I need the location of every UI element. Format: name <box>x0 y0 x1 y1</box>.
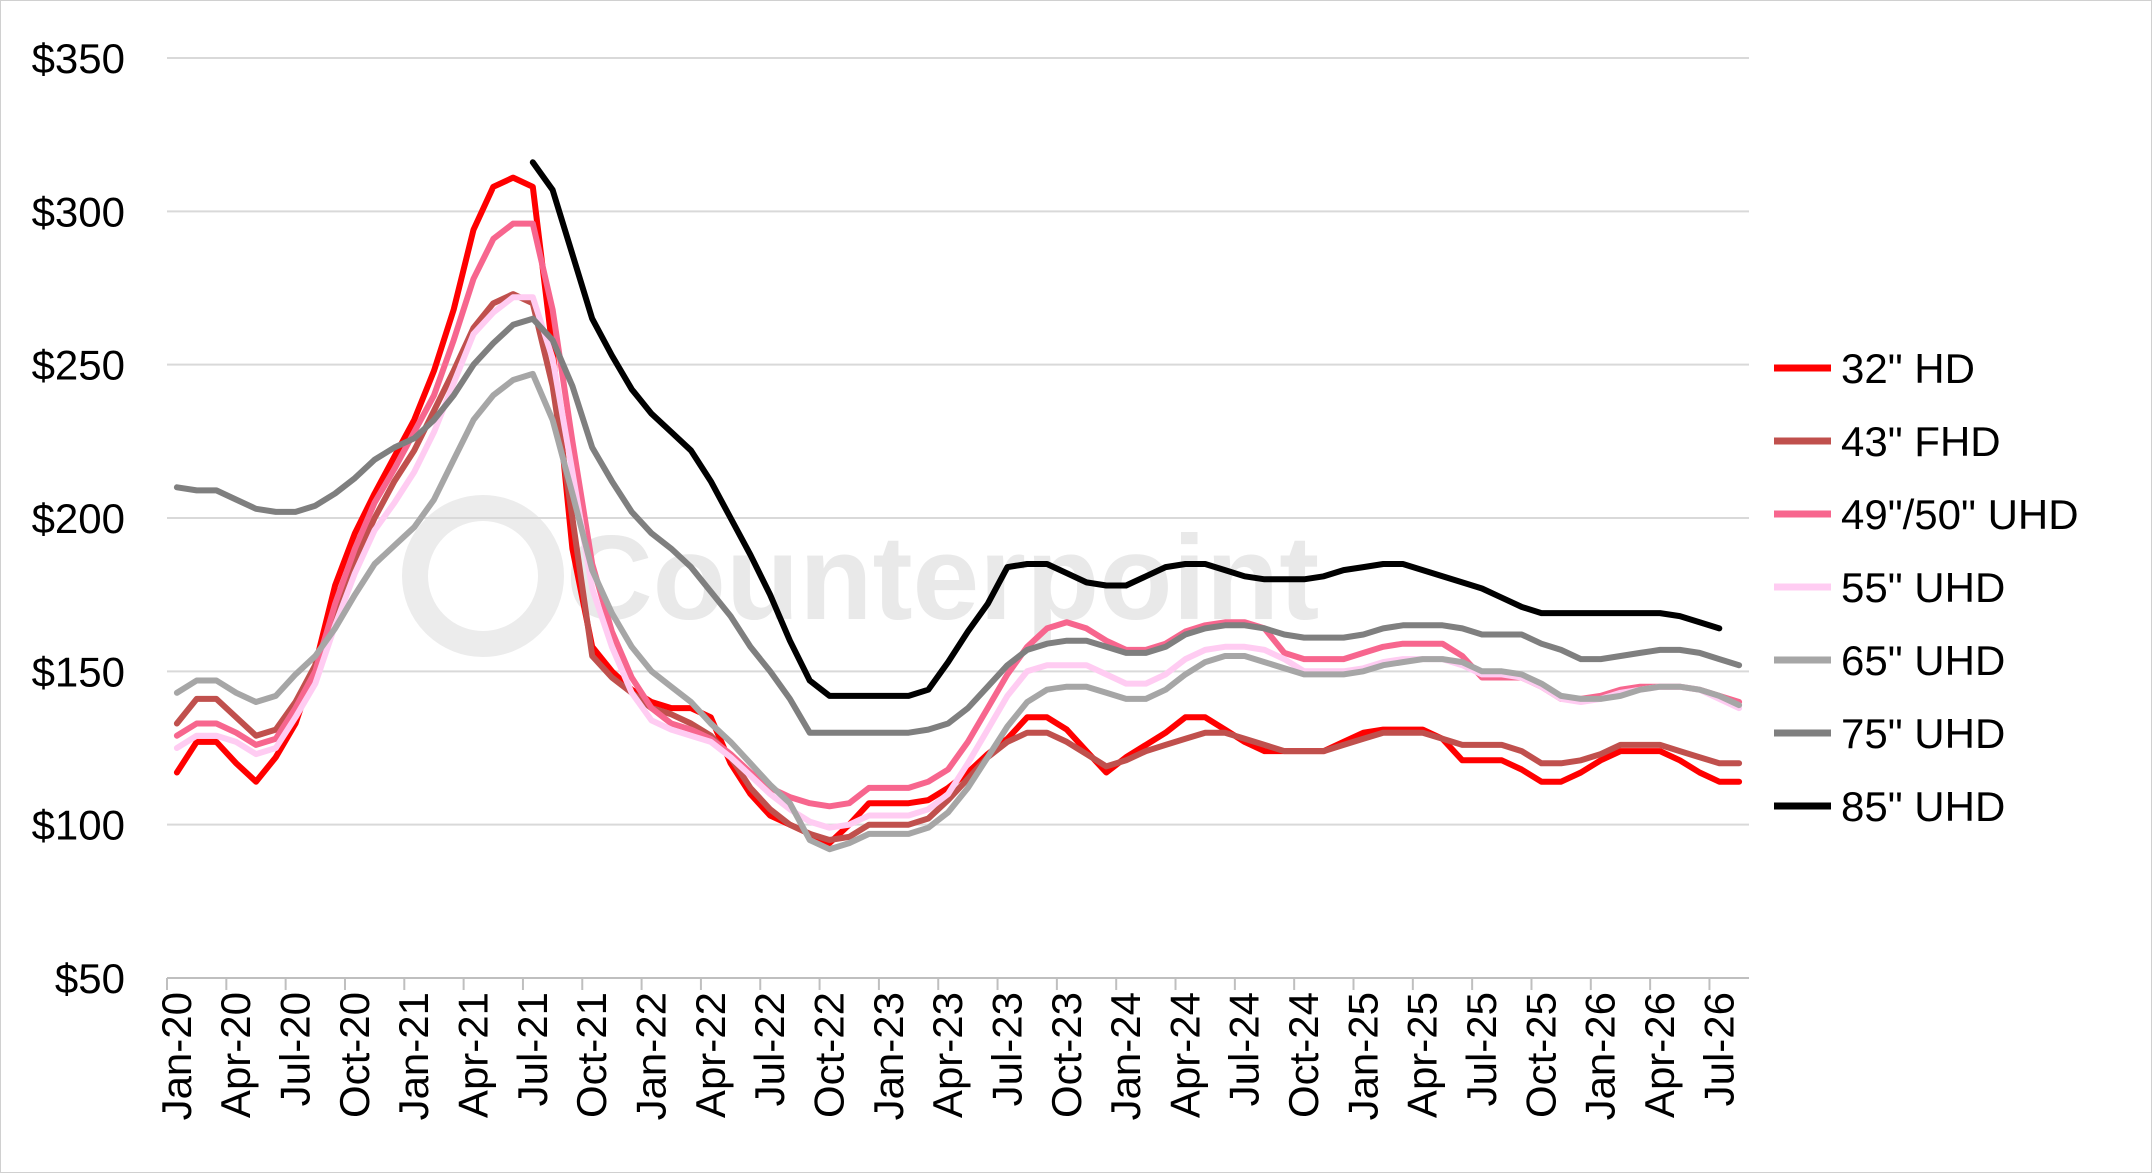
series-lines <box>173 159 1743 853</box>
x-tick-label: Jan-23 <box>865 992 912 1120</box>
x-tick-label: Oct-24 <box>1280 992 1327 1118</box>
y-tick-label: $100 <box>32 802 125 849</box>
legend-label: 55" UHD <box>1841 564 2005 611</box>
legend: 32" HD 43" FHD 49"/50" UHD 55" UHD 65" UHD 75… <box>1774 345 2079 830</box>
watermark-logo-icon <box>402 495 564 657</box>
x-tick-label: Oct-23 <box>1043 992 1090 1118</box>
x-tick-label: Jan-25 <box>1339 992 1386 1120</box>
x-tick-label: Jul-23 <box>983 992 1030 1106</box>
watermark-text: Counterpoint <box>566 511 1319 645</box>
y-tick-label: $50 <box>55 955 125 1002</box>
series-line <box>173 315 1743 736</box>
legend-label: 32" HD <box>1841 345 1975 392</box>
x-tick-label: Jan-21 <box>390 992 437 1120</box>
y-tick-label: $350 <box>32 35 125 82</box>
y-tick-label: $250 <box>32 342 125 389</box>
x-tick-label: Jan-22 <box>627 992 674 1120</box>
x-tick-label: Jul-25 <box>1458 992 1505 1106</box>
x-tick-label: Jul-24 <box>1221 992 1268 1106</box>
x-tick-label: Apr-21 <box>450 992 497 1118</box>
x-tick-label: Jul-22 <box>746 992 793 1106</box>
legend-label: 43" FHD <box>1841 418 2001 465</box>
y-tick-label: $150 <box>32 648 125 695</box>
series-line <box>173 370 1743 853</box>
legend-label: 65" UHD <box>1841 637 2005 684</box>
x-tick-label: Jan-20 <box>153 992 200 1120</box>
x-tick-label: Oct-21 <box>568 992 615 1118</box>
x-tick-label: Oct-20 <box>331 992 378 1118</box>
series-line <box>173 291 1743 843</box>
x-tick-label: Jul-20 <box>272 992 319 1106</box>
x-tick-label: Jan-26 <box>1577 992 1624 1120</box>
series-line <box>529 159 1723 699</box>
x-tick-label: Jul-21 <box>509 992 556 1106</box>
y-tick-label: $300 <box>32 188 125 235</box>
legend-label: 49"/50" UHD <box>1841 491 2079 538</box>
x-tick-label: Apr-23 <box>924 992 971 1118</box>
x-tick-label: Jul-26 <box>1695 992 1742 1106</box>
x-tick-label: Apr-25 <box>1399 992 1446 1118</box>
gridlines <box>167 57 1749 826</box>
axes: $50 $100 $150 $200 $250 $300 $350 Jan-20 Apr-20 J… <box>32 35 1749 1120</box>
x-tick-label: Oct-25 <box>1517 992 1564 1118</box>
legend-label: 75" UHD <box>1841 710 2005 757</box>
x-tick-label: Apr-20 <box>212 992 259 1118</box>
legend-label: 85" UHD <box>1841 783 2005 830</box>
x-tick-label: Oct-22 <box>805 992 852 1118</box>
x-tick-label: Apr-22 <box>687 992 734 1118</box>
x-tick-label: Apr-24 <box>1161 992 1208 1118</box>
x-tick-label: Apr-26 <box>1636 992 1683 1118</box>
y-tick-label: $200 <box>32 495 125 542</box>
x-tick-label: Jan-24 <box>1102 992 1149 1120</box>
watermark: Counterpoint <box>402 495 1319 657</box>
